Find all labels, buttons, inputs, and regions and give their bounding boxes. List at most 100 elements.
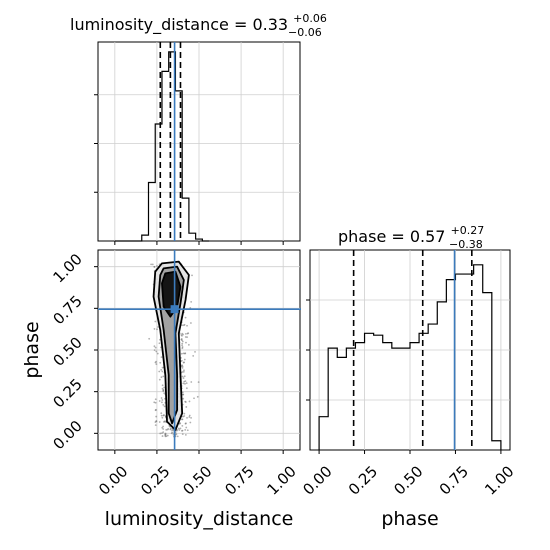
scatter-point bbox=[181, 334, 183, 337]
scatter-point bbox=[181, 429, 184, 432]
scatter-point bbox=[166, 428, 169, 431]
scatter-point bbox=[155, 350, 158, 353]
scatter-point bbox=[163, 386, 166, 389]
scatter-point bbox=[181, 347, 184, 350]
scatter-point bbox=[161, 401, 163, 404]
scatter-point bbox=[154, 361, 157, 364]
scatter-point bbox=[184, 401, 187, 403]
scatter-point bbox=[164, 432, 167, 435]
scatter-point bbox=[162, 428, 165, 430]
scatter-point bbox=[183, 369, 185, 372]
scatter-point bbox=[151, 263, 154, 266]
scatter-ticks bbox=[94, 266, 284, 454]
scatter-point bbox=[163, 414, 165, 416]
scatter-point bbox=[165, 428, 168, 431]
scatter-point bbox=[183, 358, 186, 361]
scatter-point bbox=[162, 425, 165, 428]
scatter-point bbox=[160, 412, 163, 415]
scatter-point bbox=[161, 432, 163, 435]
hist2-xtick-label-3: 0.75 bbox=[436, 462, 472, 498]
scatter-point bbox=[181, 342, 184, 345]
scatter-point bbox=[157, 326, 159, 328]
scatter-point bbox=[182, 361, 185, 364]
scatter-point bbox=[190, 417, 192, 419]
scatter-point bbox=[184, 336, 187, 338]
scatter-point bbox=[189, 421, 192, 424]
scatter-point bbox=[190, 381, 193, 383]
scatter-point bbox=[185, 387, 188, 390]
scatter-point bbox=[179, 427, 182, 430]
scatter-point bbox=[184, 316, 187, 319]
scatter-xlabel: luminosity_distance bbox=[105, 508, 294, 530]
scatter-point bbox=[159, 432, 162, 435]
scatter-point bbox=[181, 418, 184, 421]
scatter-point bbox=[161, 435, 164, 437]
scatter-point bbox=[161, 416, 164, 419]
scatter-point bbox=[187, 343, 190, 346]
scatter-point bbox=[161, 384, 164, 387]
scatter-point bbox=[160, 356, 163, 359]
scatter-point bbox=[178, 422, 181, 425]
scatter-point bbox=[181, 332, 184, 335]
scatter-point bbox=[182, 382, 185, 385]
scatter-point bbox=[188, 400, 191, 403]
scatter-point bbox=[165, 435, 168, 438]
scatter-point bbox=[163, 421, 165, 423]
scatter-point bbox=[158, 400, 161, 402]
scatter-point bbox=[184, 422, 187, 425]
hist2-x-tick-labels: 0.00 0.25 0.50 0.75 1.00 bbox=[299, 462, 517, 498]
scatter-point bbox=[156, 328, 158, 331]
scatter-point bbox=[181, 375, 184, 378]
scatter-point bbox=[162, 375, 165, 378]
scatter-point bbox=[155, 415, 158, 418]
scatter-point bbox=[182, 377, 185, 379]
scatter-xtick-label-4: 1.00 bbox=[263, 462, 299, 498]
scatter-point bbox=[184, 433, 187, 436]
scatter-point bbox=[150, 263, 153, 266]
scatter-point bbox=[160, 368, 163, 371]
scatter-point bbox=[154, 398, 157, 401]
scatter-point bbox=[186, 336, 189, 338]
scatter-point bbox=[153, 328, 156, 330]
scatter-xtick-label-0: 0.00 bbox=[95, 462, 131, 498]
scatter-point bbox=[181, 340, 184, 343]
scatter-point bbox=[159, 338, 161, 341]
scatter-point bbox=[189, 306, 192, 309]
scatter-point bbox=[178, 429, 181, 431]
scatter-point bbox=[155, 363, 158, 366]
scatter-point bbox=[181, 424, 184, 427]
scatter-point bbox=[154, 409, 157, 412]
scatter-point bbox=[158, 421, 161, 423]
scatter-point bbox=[161, 399, 164, 401]
hist2-title-base: phase = 0.57 bbox=[338, 227, 445, 246]
scatter-point bbox=[162, 403, 165, 406]
hist1-title-sub: −0.06 bbox=[288, 26, 322, 39]
hist1-title-base: luminosity_distance = 0.33 bbox=[70, 15, 288, 35]
scatter-point bbox=[188, 416, 191, 418]
scatter-ytick-label-3: 0.75 bbox=[49, 292, 85, 328]
scatter-point bbox=[166, 434, 169, 437]
scatter-point bbox=[183, 415, 186, 417]
scatter-ytick-label-4: 1.00 bbox=[49, 250, 85, 286]
scatter-point bbox=[159, 361, 162, 364]
scatter-grid bbox=[98, 250, 300, 450]
hist1-grid bbox=[98, 42, 300, 241]
scatter-point bbox=[182, 393, 184, 396]
scatter-contours bbox=[152, 260, 190, 431]
hist2-xtick-label-2: 0.50 bbox=[390, 462, 426, 498]
scatter-point bbox=[162, 389, 165, 392]
scatter-point bbox=[183, 375, 186, 378]
hist2-quantile-lines bbox=[352, 250, 473, 450]
scatter-point bbox=[186, 324, 188, 327]
scatter-point bbox=[196, 395, 199, 398]
scatter-x-tick-labels: 0.00 0.25 0.50 0.75 1.00 bbox=[95, 462, 300, 498]
scatter-ytick-label-2: 0.50 bbox=[49, 333, 85, 369]
scatter-point bbox=[181, 391, 184, 394]
scatter-point bbox=[162, 431, 165, 434]
scatter-point bbox=[181, 324, 183, 327]
scatter-point bbox=[153, 401, 156, 404]
scatter-point bbox=[154, 424, 157, 426]
scatter-truth-marker bbox=[170, 305, 179, 314]
scatter-point bbox=[190, 322, 192, 324]
